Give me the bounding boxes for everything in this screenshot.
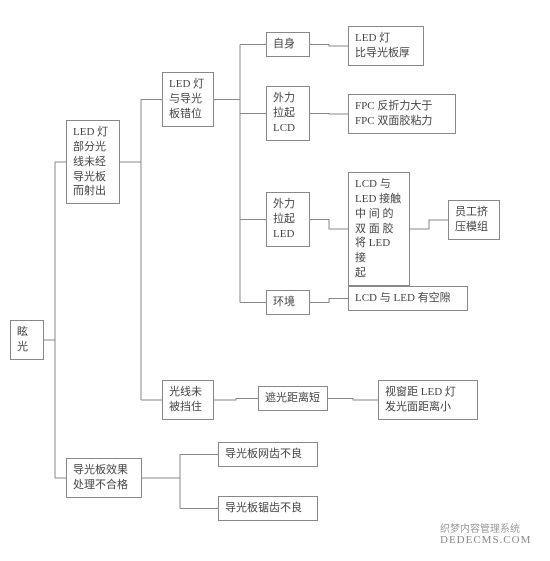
- node-c1: 自身: [266, 32, 310, 57]
- node-b1: LED 灯与导光板错位: [162, 72, 214, 127]
- node-c7: 导光板锯齿不良: [218, 496, 318, 521]
- node-c2: 外力拉起LCD: [266, 86, 310, 141]
- node-d2: FPC 反折力大于FPC 双面胶粘力: [348, 94, 456, 134]
- node-c6: 导光板网齿不良: [218, 442, 318, 467]
- node-c3: 外力拉起LED: [266, 192, 310, 247]
- node-e1: 员工挤压模组: [448, 200, 500, 240]
- node-b2: 光线未被挡住: [162, 380, 214, 420]
- node-a2: 导光板效果处理不合格: [66, 458, 142, 498]
- node-c5: 遮光距离短: [258, 386, 328, 411]
- node-d5: 视窗距 LED 灯发光面距离小: [378, 380, 478, 420]
- node-c4: 环境: [266, 290, 310, 315]
- node-d4: LCD 与 LED 有空隙: [348, 286, 468, 311]
- node-root: 眩光: [10, 320, 44, 360]
- node-d1: LED 灯比导光板厚: [348, 26, 424, 66]
- watermark-line2: DEDECMS.COM: [440, 534, 531, 546]
- node-d3: LCD 与LED 接触中 间 的双 面 胶将 LED 接起: [348, 172, 410, 286]
- node-a1: LED 灯部分光线未经导光板而射出: [66, 120, 120, 204]
- watermark-line1: 织梦内容管理系统: [440, 520, 520, 535]
